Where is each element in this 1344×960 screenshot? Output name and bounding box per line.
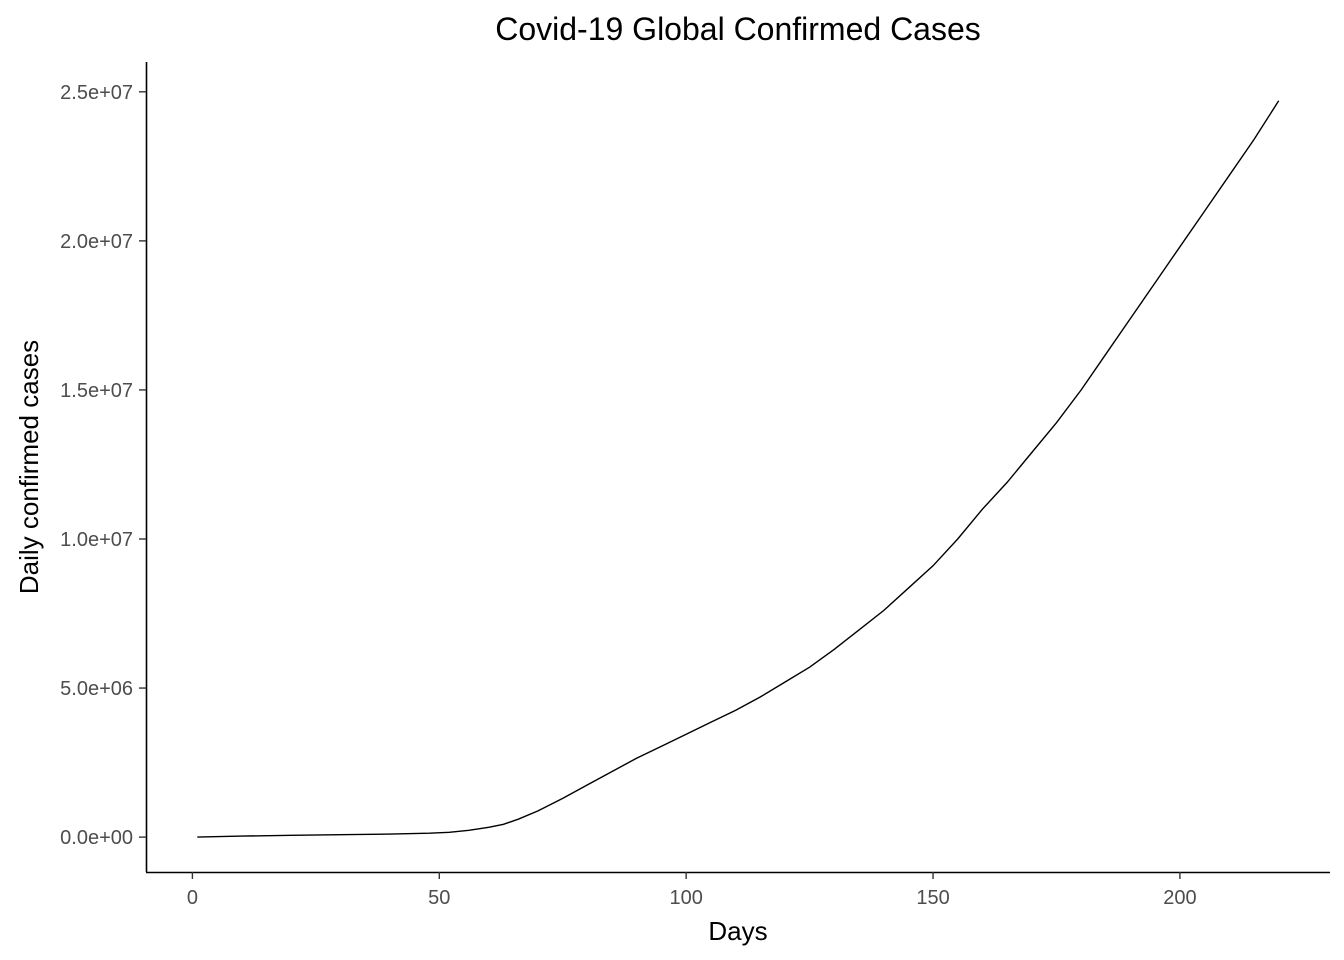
x-axis-title: Days [708, 916, 767, 946]
y-tick-label: 1.5e+07 [60, 380, 133, 402]
chart-title: Covid-19 Global Confirmed Cases [495, 11, 981, 47]
y-axis-title: Daily confirmed cases [14, 340, 44, 594]
y-tick-label: 1.0e+07 [60, 529, 133, 551]
x-tick-label: 100 [669, 887, 702, 909]
x-tick-label: 200 [1163, 887, 1196, 909]
x-tick-label: 0 [187, 887, 198, 909]
x-tick-label: 150 [916, 887, 949, 909]
x-tick-label: 50 [428, 887, 450, 909]
y-ticks: 0.0e+00 5.0e+06 1.0e+07 1.5e+07 2.0e+07 2.5e+… [60, 82, 146, 849]
y-tick-label: 2.5e+07 [60, 82, 133, 104]
series-line-confirmed-cases [197, 100, 1280, 838]
y-tick-label: 0.0e+00 [60, 827, 133, 849]
y-tick-label: 2.0e+07 [60, 231, 133, 253]
y-tick-label: 5.0e+06 [60, 678, 133, 700]
x-ticks: 0 50 100 150 200 [187, 872, 1197, 909]
